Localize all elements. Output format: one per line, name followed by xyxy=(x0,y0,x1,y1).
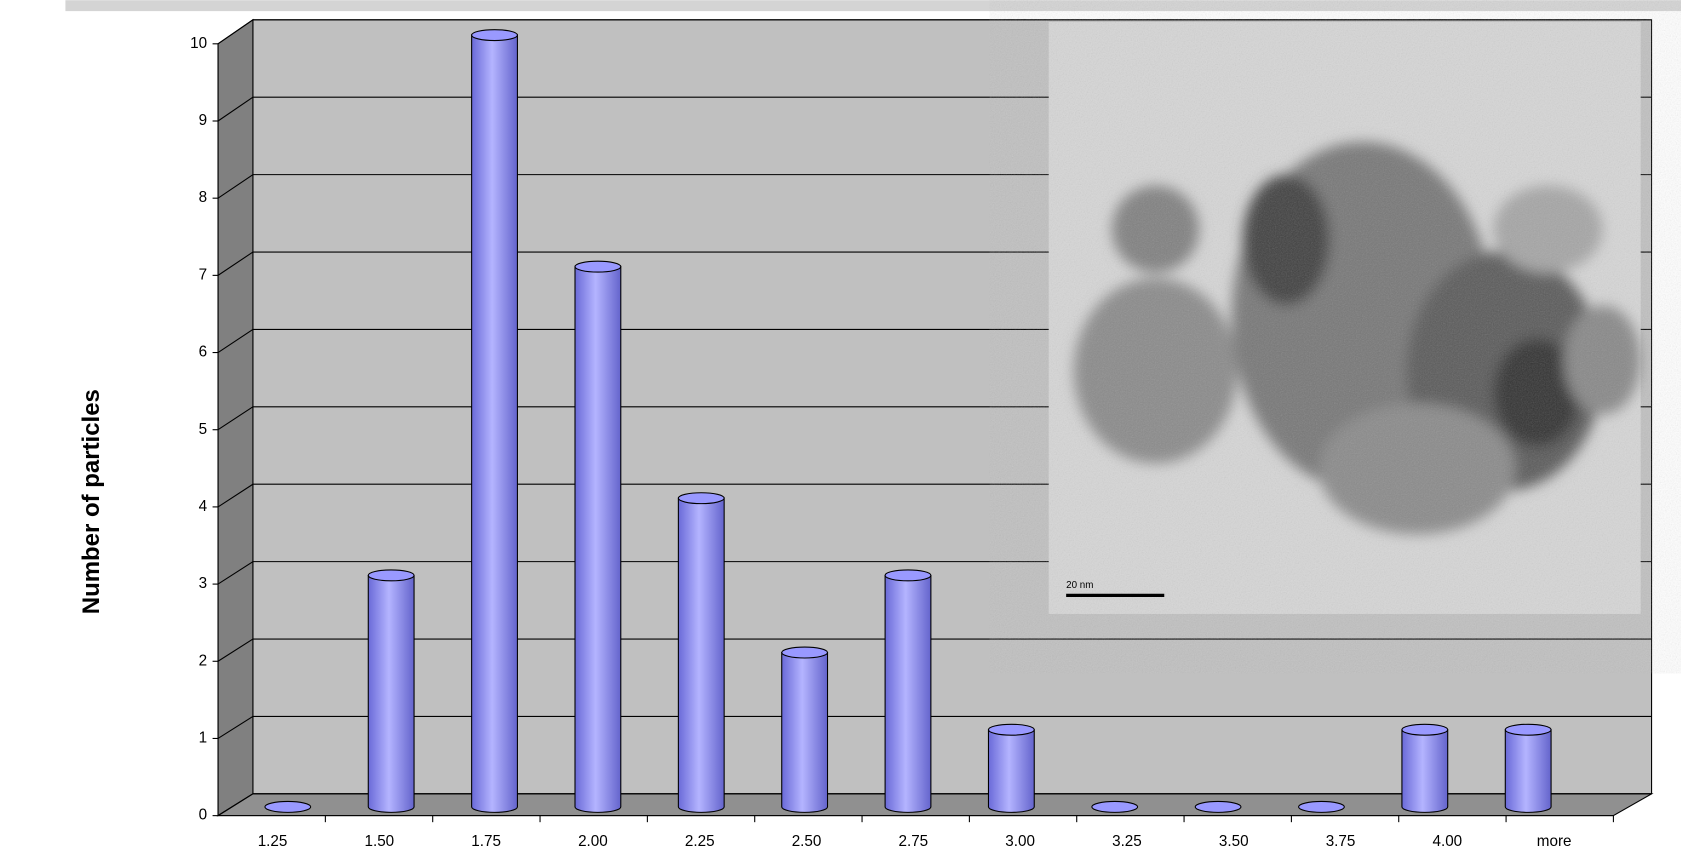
x-tick-label: 2.00 xyxy=(578,833,608,850)
x-tick-label: 4.00 xyxy=(1432,833,1462,850)
y-tick-label: 1 xyxy=(199,729,207,746)
bar-body xyxy=(1505,730,1551,813)
x-tick-label: 3.00 xyxy=(1005,833,1035,850)
bar-body xyxy=(988,730,1034,813)
x-tick-label: 1.75 xyxy=(471,833,501,850)
x-tick-label: 1.25 xyxy=(258,833,288,850)
bar-top xyxy=(988,724,1034,735)
bar-body xyxy=(575,267,621,813)
y-tick-label: 5 xyxy=(199,421,207,438)
x-tick-label: more xyxy=(1537,833,1572,850)
bar-body xyxy=(368,575,414,812)
y-tick-label: 0 xyxy=(199,807,207,824)
y-axis-label: Number of particles xyxy=(78,389,105,614)
y-tick-label: 8 xyxy=(199,189,207,206)
bar-top xyxy=(368,570,414,581)
inset-image: 20 nm xyxy=(1049,22,1641,614)
x-tick-label: 3.50 xyxy=(1219,833,1249,850)
bar xyxy=(885,570,931,812)
x-tick-label: 2.75 xyxy=(898,833,928,850)
bar-top xyxy=(575,261,621,272)
x-tick-label: 3.75 xyxy=(1326,833,1356,850)
bar-top xyxy=(1402,724,1448,735)
bar xyxy=(575,261,621,812)
chart: 20 nm Number of particles 0 1 2 3 4 5 6 7 8 9 10 1.… xyxy=(0,0,1681,854)
bar xyxy=(1195,801,1241,812)
bar xyxy=(265,801,311,812)
x-tick-label: 3.25 xyxy=(1112,833,1142,850)
bar-body xyxy=(1402,730,1448,813)
y-tick-label: 9 xyxy=(199,112,207,129)
bar-top xyxy=(1092,801,1138,812)
bar-top xyxy=(782,647,828,658)
bar xyxy=(988,724,1034,812)
bar-body xyxy=(885,575,931,812)
page: 20 nm Number of particles 0 1 2 3 4 5 6 7 8 9 10 1.… xyxy=(0,0,1681,854)
x-tick-label: 2.25 xyxy=(685,833,715,850)
bar-top xyxy=(265,801,311,812)
bar-top xyxy=(678,493,724,504)
bar-top xyxy=(1195,801,1241,812)
bar-body xyxy=(782,653,828,813)
bar xyxy=(1092,801,1138,812)
y-tick-label: 7 xyxy=(199,266,207,283)
bar xyxy=(1299,801,1345,812)
bar-body xyxy=(472,35,518,812)
bar-top xyxy=(1299,801,1345,812)
bar xyxy=(472,30,518,813)
bar xyxy=(1402,724,1448,812)
inset-noise xyxy=(1049,22,1641,614)
bar-body xyxy=(678,498,724,812)
x-tick-label: 1.50 xyxy=(364,833,394,850)
bar xyxy=(1505,724,1551,812)
bar xyxy=(368,570,414,812)
y-tick-label: 2 xyxy=(199,652,207,669)
y-tick-label: 4 xyxy=(199,498,208,515)
top-band xyxy=(65,0,1681,11)
bar-top xyxy=(472,30,518,41)
scale-label: 20 nm xyxy=(1066,580,1093,591)
bar-top xyxy=(885,570,931,581)
bar xyxy=(782,647,828,812)
y-tick-label: 6 xyxy=(199,344,207,361)
y-tick-label: 3 xyxy=(199,575,207,592)
x-tick-label: 2.50 xyxy=(792,833,822,850)
bar xyxy=(678,493,724,813)
bar-top xyxy=(1505,724,1551,735)
y-tick-label: 10 xyxy=(190,35,207,52)
